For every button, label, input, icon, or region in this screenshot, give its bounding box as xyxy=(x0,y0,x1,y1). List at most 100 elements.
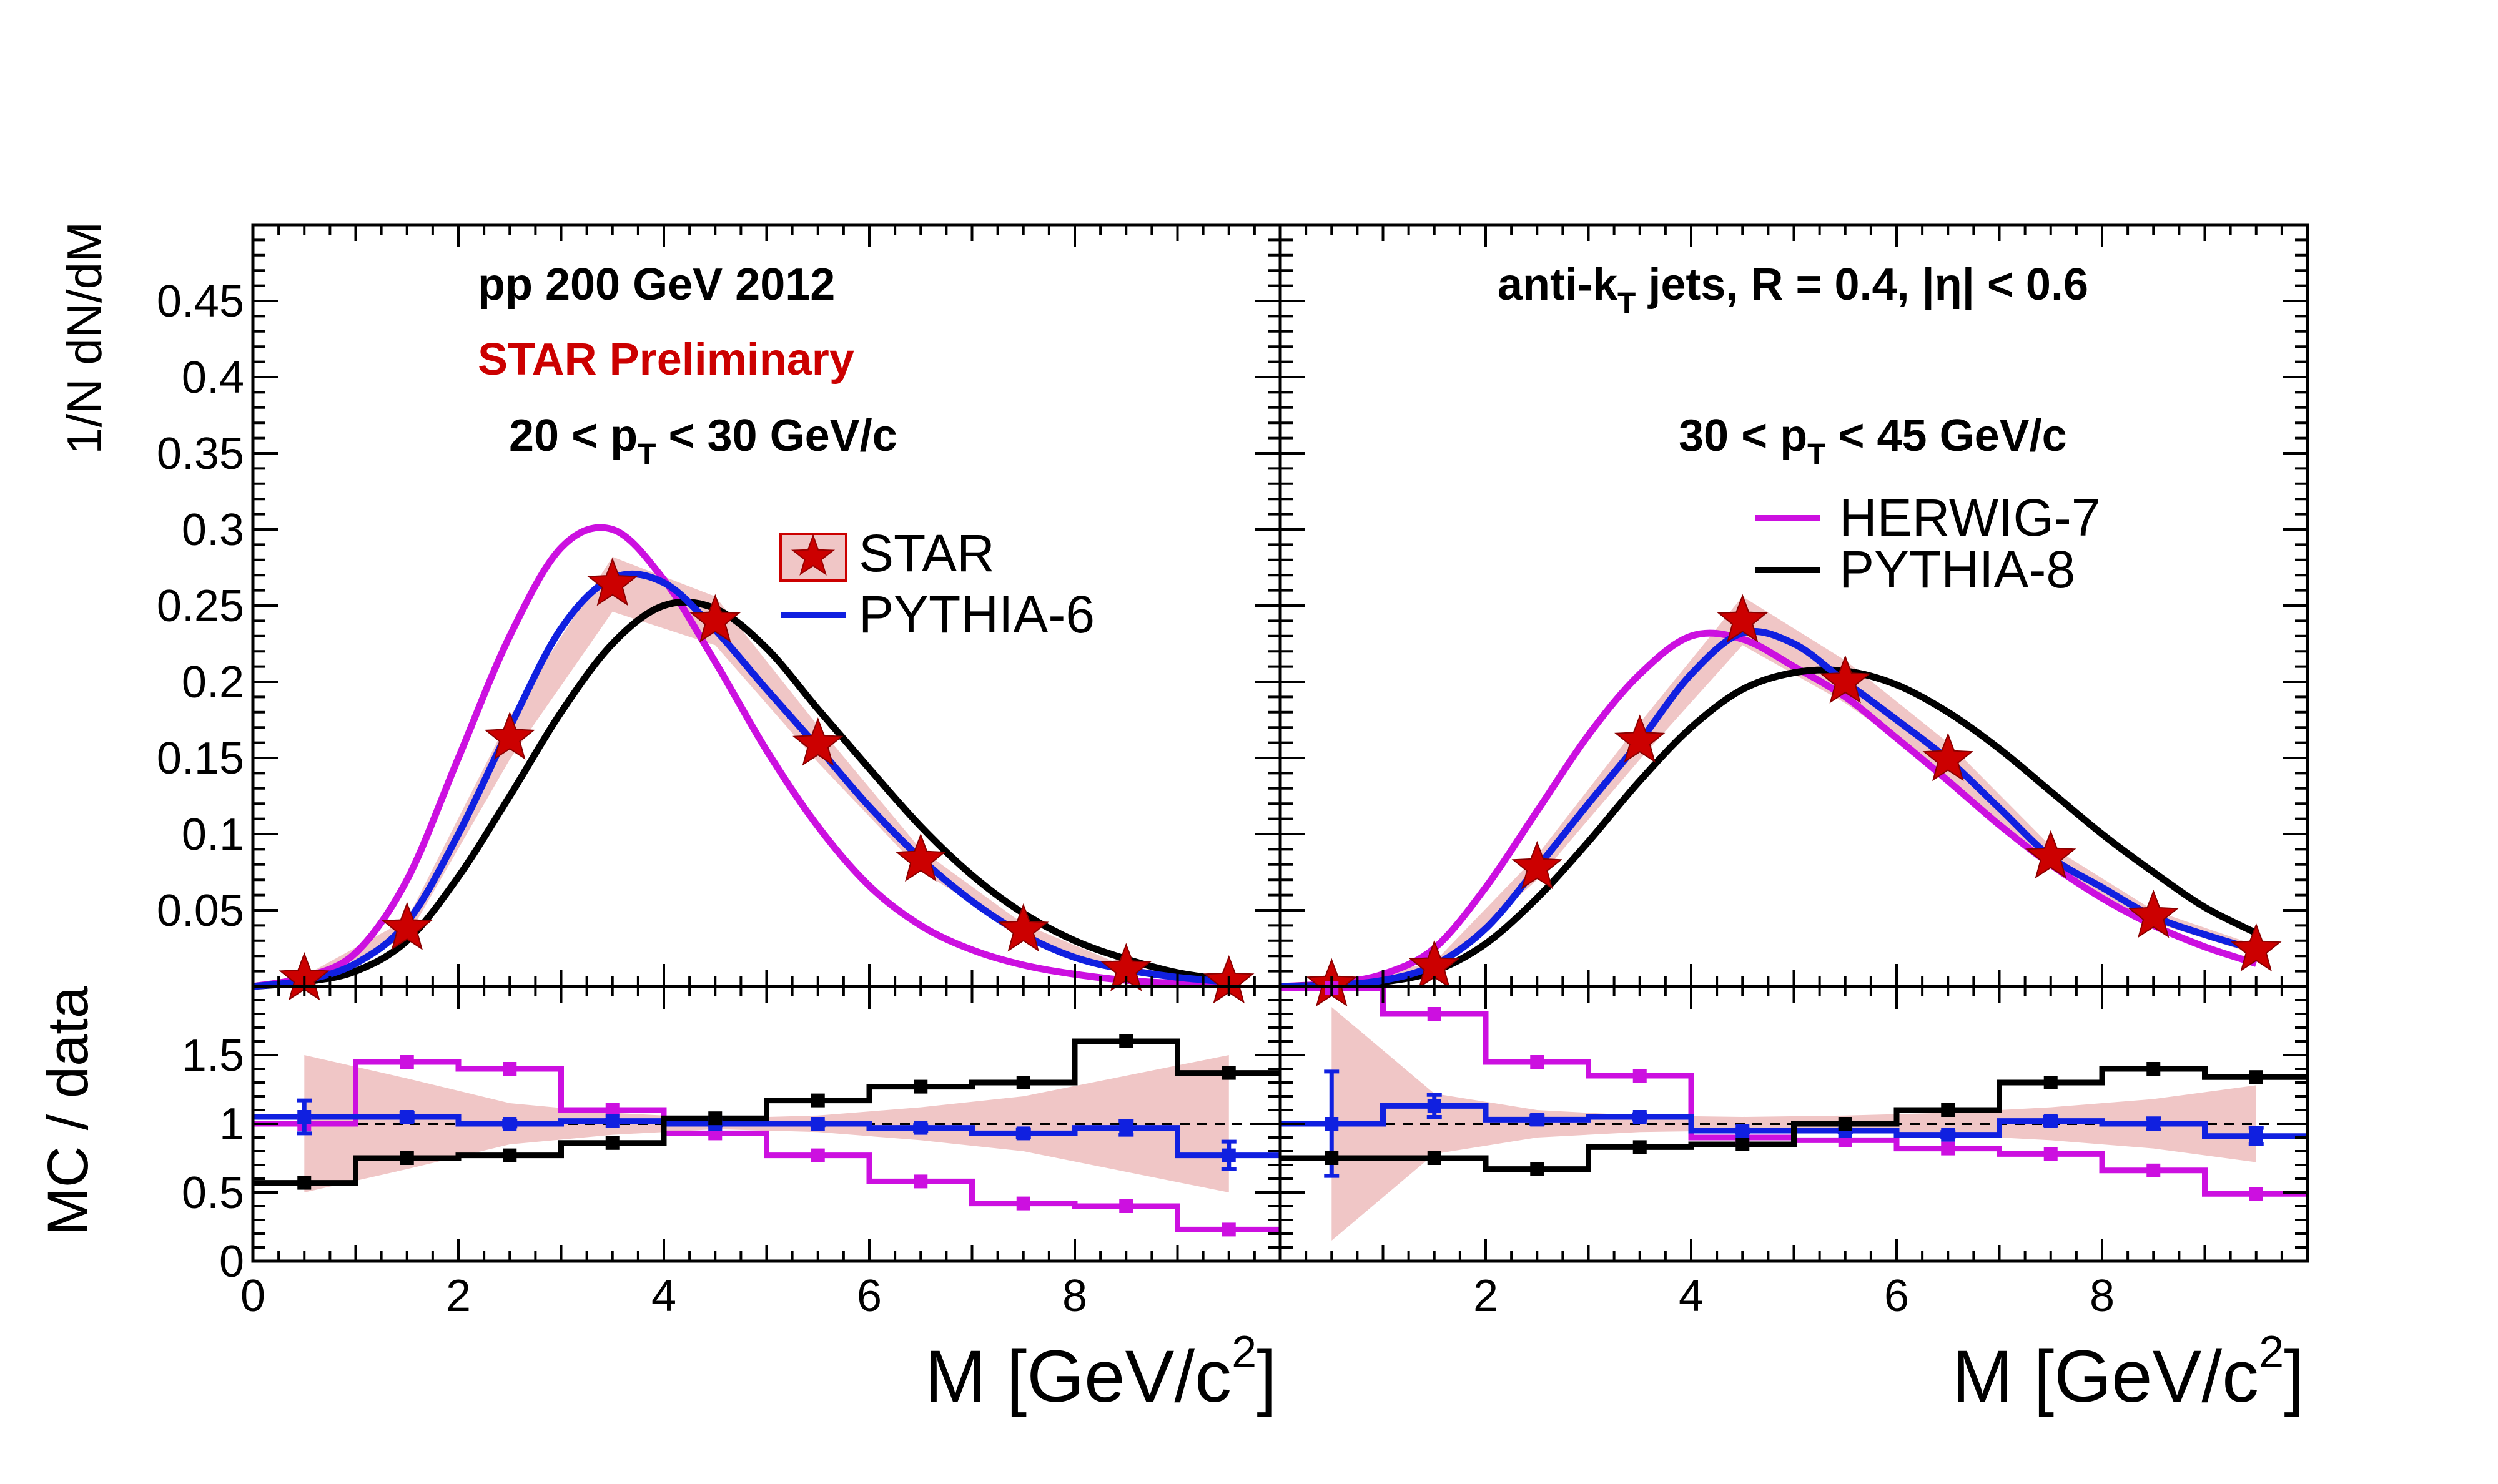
star-data-point xyxy=(2025,830,2076,879)
star-data-point xyxy=(1922,732,1973,782)
ratio-point-marker xyxy=(2249,1070,2263,1084)
ratio-point-marker xyxy=(1427,1099,1441,1113)
pythia6-curve-tl xyxy=(252,570,1230,990)
y-tick-label-bottom: 1 xyxy=(219,1099,244,1149)
ratio-point-marker xyxy=(1735,1124,1750,1138)
herwig7-curve-tr xyxy=(1280,629,2258,990)
ratio-point-marker xyxy=(1119,1034,1133,1048)
ratio-point-marker xyxy=(1941,1103,1955,1117)
ratio-point-marker xyxy=(1941,1141,1955,1156)
star-data-point xyxy=(587,557,638,606)
tick-mark-layer xyxy=(252,224,2309,1262)
ratio-point-marker xyxy=(1838,1117,1852,1131)
star-data-point xyxy=(2231,923,2282,972)
ratio-point-marker xyxy=(2249,1129,2263,1143)
pt-range-label-left: 20 < pT < 30 GeV/c xyxy=(509,411,897,471)
ratio-point-marker xyxy=(1941,1128,1955,1142)
ratio-point-marker xyxy=(1427,1151,1441,1165)
ratio-point-marker xyxy=(400,1055,414,1069)
star-data-point xyxy=(998,903,1049,952)
bottom-y-axis-label: MC / data xyxy=(36,986,100,1236)
x-tick-label-left: 6 xyxy=(857,1271,882,1321)
star-data-point xyxy=(2128,889,2179,938)
star-data-point xyxy=(1511,840,1562,890)
x-tick-label-right: 4 xyxy=(1679,1271,1704,1321)
jet-selection-label: anti-kT jets, R = 0.4, |η| < 0.6 xyxy=(1498,260,2088,320)
x-axis-label-left: M [GeV/c2] xyxy=(924,1327,1277,1418)
ratio-point-marker xyxy=(2146,1117,2161,1131)
ratio-point-marker xyxy=(1427,1007,1441,1021)
tick-label-layer: 0.05 0.1 0.15 0.2 0.25 0.3 0.35 0.4 0.45 0 0.5 1 1.5… xyxy=(157,277,2115,1321)
x-tick-label-right: 8 xyxy=(2090,1271,2115,1321)
ratio-point-marker xyxy=(2146,1062,2161,1076)
star-data-point xyxy=(1820,655,1871,704)
y-tick-label-top: 0.05 xyxy=(157,886,244,936)
ratio-point-marker xyxy=(1632,1069,1647,1083)
y-tick-label-bottom: 0 xyxy=(219,1237,244,1287)
ratio-point-marker xyxy=(1735,1138,1750,1151)
ratio-point-marker xyxy=(1222,1066,1236,1080)
ratio-point-marker xyxy=(2043,1147,2058,1161)
x-tick-label-left: 2 xyxy=(446,1271,471,1321)
y-tick-label-top: 0.35 xyxy=(157,429,244,479)
ratio-point-marker xyxy=(1016,1196,1030,1211)
herwig7-curve-tl xyxy=(252,524,1229,990)
ratio-point-marker xyxy=(2249,1187,2263,1201)
star-preliminary-label: STAR Preliminary xyxy=(478,335,854,385)
ratio-point-marker xyxy=(811,1093,825,1108)
legend-pythia6-label: PYTHIA-6 xyxy=(859,585,1095,644)
legend-herwig7-label: HERWIG-7 xyxy=(1839,488,2100,547)
x-tick-label-left: 4 xyxy=(651,1271,676,1321)
ratio-point-marker xyxy=(400,1151,414,1165)
pythia8-ratio-histogram xyxy=(253,1038,1280,1186)
x-tick-label-right: 2 xyxy=(1473,1271,1498,1321)
ratio-point-marker xyxy=(503,1117,517,1131)
legend-star-label: STAR xyxy=(859,524,995,582)
ratio-point-marker xyxy=(605,1136,620,1150)
legend-right: HERWIG-7 PYTHIA-8 xyxy=(1755,488,2100,599)
star-data-point xyxy=(792,717,844,766)
ratio-point-marker xyxy=(1530,1162,1544,1176)
x-tick-label-left: 8 xyxy=(1062,1271,1087,1321)
ratio-point-marker xyxy=(811,1117,825,1131)
x-axis-label-right: M [GeV/c2] xyxy=(1952,1327,2304,1418)
ratio-point-marker xyxy=(605,1103,620,1117)
y-tick-label-top: 0.3 xyxy=(182,505,244,555)
ratio-point-marker xyxy=(1222,1222,1236,1237)
ratio-point-marker xyxy=(811,1148,825,1162)
y-tick-label-top: 0.2 xyxy=(182,657,244,707)
y-tick-label-top: 0.4 xyxy=(182,353,244,403)
y-tick-label-top: 0.25 xyxy=(157,581,244,631)
ratio-point-marker xyxy=(297,1110,312,1124)
star-data-point xyxy=(484,711,535,760)
y-tick-label-top: 0.1 xyxy=(182,810,244,860)
legend-pythia8-label: PYTHIA-8 xyxy=(1839,540,2075,599)
ratio-point-marker xyxy=(1530,1055,1544,1069)
ratio-point-marker xyxy=(1632,1110,1647,1124)
y-tick-label-bottom: 1.5 xyxy=(182,1031,244,1081)
legend-left: STAR PYTHIA-6 xyxy=(779,524,1095,644)
ratio-point-marker xyxy=(503,1148,517,1162)
ratio-point-marker xyxy=(1632,1140,1647,1154)
x-tick-label-right: 6 xyxy=(1884,1271,1909,1321)
pt-range-label-right: 30 < pT < 45 GeV/c xyxy=(1679,411,2067,471)
y-tick-label-bottom: 0.5 xyxy=(182,1168,244,1218)
herwig7-ratio-histogram xyxy=(253,1059,1280,1232)
collision-label: pp 200 GeV 2012 xyxy=(478,260,835,310)
star-data-point xyxy=(895,833,946,882)
ratio-point-marker xyxy=(1222,1148,1236,1162)
star-data-point xyxy=(382,902,433,950)
x-tick-label-left: 0 xyxy=(240,1271,265,1321)
ratio-point-marker xyxy=(1325,1151,1339,1165)
ratio-point-marker xyxy=(503,1062,517,1076)
pythia6-curve-tr xyxy=(1280,627,2258,990)
star-data-point xyxy=(1717,594,1768,643)
star-data-point xyxy=(689,594,741,643)
y-tick-label-top: 0.15 xyxy=(157,734,244,784)
ratio-point-marker xyxy=(605,1114,620,1128)
ratio-point-marker xyxy=(2043,1076,2058,1089)
ratio-point-marker xyxy=(914,1121,928,1135)
top-y-axis-label: 1/N dN/dM xyxy=(57,222,112,455)
ratio-point-marker xyxy=(1016,1126,1030,1141)
